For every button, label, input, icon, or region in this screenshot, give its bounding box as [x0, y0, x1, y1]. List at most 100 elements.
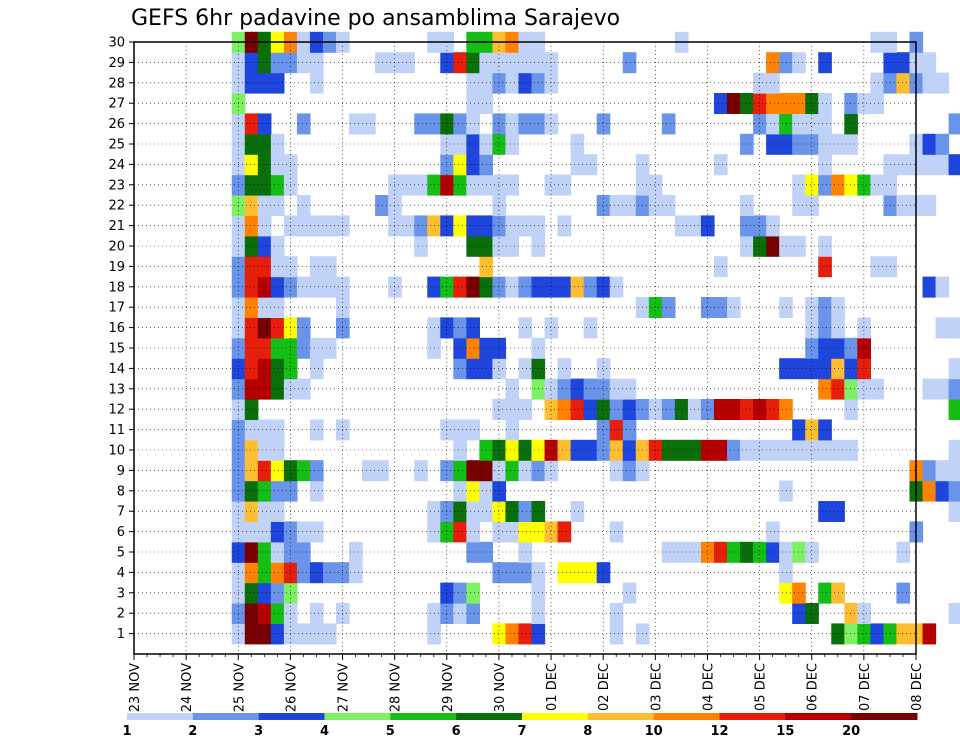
heatmap-cell — [257, 72, 272, 94]
x-tick-label: 06 DEC — [806, 663, 821, 711]
colorbar-segment — [719, 713, 786, 720]
heatmap-cell — [661, 113, 676, 135]
heatmap-cell — [309, 52, 324, 74]
heatmap-cell — [857, 358, 871, 380]
heatmap-cell — [740, 93, 754, 114]
heatmap-cell — [766, 399, 780, 420]
heatmap-cell — [492, 562, 507, 584]
heatmap-cell — [440, 113, 454, 135]
y-tick-label: 30 — [108, 36, 125, 51]
heatmap-cell — [922, 378, 937, 400]
heatmap-cell — [779, 582, 793, 604]
heatmap-cell — [244, 133, 259, 155]
heatmap-cell — [753, 399, 767, 420]
heatmap-cell — [296, 623, 311, 645]
heatmap-cell — [531, 460, 546, 482]
heatmap-cell — [244, 480, 259, 502]
heatmap-cell — [948, 439, 960, 461]
heatmap-cell — [466, 419, 480, 441]
heatmap-cell — [283, 480, 298, 502]
heatmap-cell — [544, 276, 559, 298]
heatmap-cell — [948, 460, 960, 482]
heatmap-cell — [766, 52, 780, 74]
heatmap-cell — [805, 439, 819, 461]
x-tick-label: 23 NOV — [128, 663, 143, 712]
colorbar-label: 5 — [386, 724, 395, 739]
heatmap-cell — [322, 562, 337, 584]
heatmap-cell — [257, 501, 272, 522]
heatmap-cell — [948, 399, 960, 420]
heatmap-cell — [466, 603, 480, 624]
heatmap-cell — [557, 562, 572, 584]
heatmap-cell — [896, 195, 911, 216]
heatmap-cell — [270, 419, 285, 441]
heatmap-cell — [935, 154, 950, 176]
heatmap-cell — [518, 52, 533, 74]
heatmap-cell — [779, 93, 793, 114]
heatmap-cell — [270, 358, 285, 380]
heatmap-cell — [244, 378, 259, 400]
heatmap-cell — [713, 256, 728, 278]
heatmap-cell — [505, 501, 520, 522]
heatmap-cell — [805, 195, 819, 216]
y-tick-label: 13 — [108, 382, 125, 397]
heatmap-cell — [231, 623, 246, 645]
x-tick-label: 07 DEC — [858, 663, 873, 711]
heatmap-cell — [466, 93, 480, 114]
heatmap-cell — [440, 215, 454, 237]
heatmap-cell — [766, 93, 780, 114]
heatmap-cell — [270, 154, 285, 176]
heatmap-cell — [531, 276, 546, 298]
heatmap-cell — [922, 154, 937, 176]
heatmap-cell — [505, 133, 520, 155]
heatmap-cell — [713, 399, 728, 420]
heatmap-cell — [479, 358, 494, 380]
heatmap-cell — [492, 337, 507, 359]
heatmap-cell — [244, 52, 259, 74]
heatmap-cell — [414, 174, 428, 196]
heatmap-cell — [622, 378, 637, 400]
heatmap-cell — [296, 215, 311, 237]
heatmap-cell — [492, 52, 507, 74]
heatmap-cell — [257, 439, 272, 461]
heatmap-cell — [713, 439, 728, 461]
heatmap-cell — [257, 235, 272, 257]
heatmap-cell — [713, 93, 728, 114]
heatmap-cell — [492, 215, 507, 237]
heatmap-cell — [362, 460, 376, 482]
heatmap-cell — [244, 562, 259, 584]
heatmap-cell — [844, 399, 858, 420]
heatmap-cell — [544, 521, 559, 543]
x-tick-label: 08 DEC — [910, 663, 925, 711]
heatmap-cell — [453, 154, 467, 176]
heatmap-cell — [831, 623, 845, 645]
heatmap-cell — [270, 603, 285, 624]
heatmap-cell — [244, 541, 259, 563]
heatmap-cell — [805, 337, 819, 359]
heatmap-cell — [779, 52, 793, 74]
heatmap-cell — [518, 541, 533, 563]
heatmap-cell — [870, 623, 885, 645]
y-tick-label: 29 — [108, 56, 125, 71]
heatmap-cell — [440, 276, 454, 298]
heatmap-cell — [922, 460, 937, 482]
heatmap-cell — [492, 399, 507, 420]
heatmap-cell — [440, 154, 454, 176]
y-tick-label: 15 — [108, 342, 125, 357]
heatmap-cell — [375, 460, 389, 482]
heatmap-cell — [270, 582, 285, 604]
heatmap-cell — [948, 603, 960, 624]
heatmap-cell — [570, 562, 585, 584]
heatmap-cell — [492, 72, 507, 94]
heatmap-cell — [896, 154, 911, 176]
colorbar-segment — [127, 713, 194, 720]
heatmap-cell — [700, 215, 715, 237]
heatmap-cell — [570, 399, 585, 420]
heatmap-cell — [609, 439, 624, 461]
heatmap-cell — [805, 297, 819, 318]
heatmap-cell — [753, 113, 767, 135]
heatmap-cell — [922, 623, 937, 645]
heatmap-cell — [557, 399, 572, 420]
heatmap-cell — [349, 541, 363, 563]
